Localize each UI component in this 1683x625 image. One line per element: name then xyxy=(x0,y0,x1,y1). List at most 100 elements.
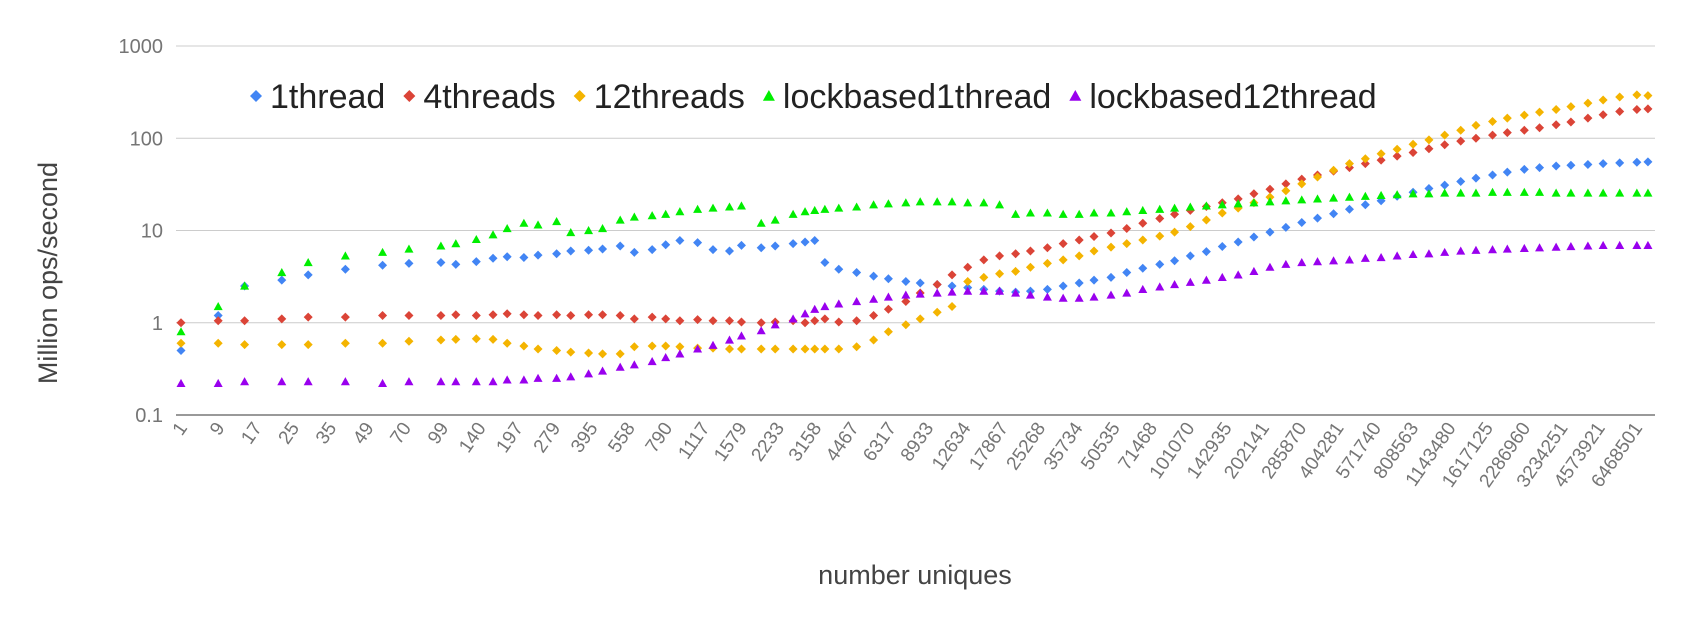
data-point xyxy=(1583,241,1593,250)
data-point xyxy=(240,377,250,386)
data-point xyxy=(176,378,186,388)
data-point xyxy=(1233,194,1243,204)
data-point xyxy=(1011,288,1021,297)
legend-marker xyxy=(1069,90,1082,101)
data-point xyxy=(724,202,734,211)
x-tick-label: 25268 xyxy=(1003,419,1051,474)
data-point xyxy=(979,272,989,282)
series-12threads xyxy=(176,90,1653,359)
data-point xyxy=(502,309,512,319)
data-point xyxy=(1201,247,1211,257)
data-point xyxy=(598,310,608,320)
x-tick-label: 1579 xyxy=(710,419,751,466)
data-point xyxy=(675,316,685,326)
data-point xyxy=(736,201,746,210)
data-point xyxy=(1122,239,1132,249)
data-point xyxy=(1344,192,1354,201)
data-point xyxy=(1598,159,1608,169)
data-point xyxy=(1598,95,1608,105)
data-point xyxy=(915,289,925,298)
data-point xyxy=(1440,188,1450,197)
data-point xyxy=(584,226,594,235)
data-point xyxy=(1360,253,1370,262)
data-point xyxy=(519,252,529,262)
data-point xyxy=(834,344,844,354)
data-point xyxy=(756,326,766,335)
data-point xyxy=(915,278,925,288)
data-point xyxy=(1408,189,1418,198)
data-point xyxy=(1089,232,1099,242)
legend-item[interactable]: lockbased12thread xyxy=(1069,78,1377,116)
data-point xyxy=(1551,242,1561,251)
legend-item[interactable]: 1thread xyxy=(250,78,385,116)
legend-item[interactable]: 12threads xyxy=(573,78,745,116)
data-point xyxy=(1456,136,1466,146)
legend-label: lockbased12thread xyxy=(1089,78,1376,116)
data-point xyxy=(502,375,512,384)
data-point xyxy=(1551,120,1561,130)
data-point xyxy=(1471,133,1481,143)
data-point xyxy=(176,327,186,336)
x-tick-label: 279 xyxy=(530,419,565,457)
legend-item[interactable]: 4threads xyxy=(403,78,556,116)
data-point xyxy=(240,316,250,326)
data-point xyxy=(869,294,879,303)
data-point xyxy=(240,281,250,290)
x-tick-label: 49 xyxy=(349,419,378,448)
data-points xyxy=(176,90,1653,388)
data-point xyxy=(404,258,414,268)
data-point xyxy=(1042,208,1052,217)
x-axis-title: number uniques xyxy=(818,560,1012,590)
data-point xyxy=(1170,203,1180,212)
data-point xyxy=(1376,155,1386,165)
x-tick-label: 25 xyxy=(275,419,304,448)
data-point xyxy=(1281,259,1291,268)
data-point xyxy=(584,369,594,378)
data-point xyxy=(1344,255,1354,264)
series-4threads xyxy=(176,104,1653,328)
legend-item[interactable]: lockbased1thread xyxy=(762,78,1051,116)
data-point xyxy=(810,205,820,215)
data-point xyxy=(1440,180,1450,190)
data-point xyxy=(1122,288,1132,297)
data-point xyxy=(820,344,830,354)
data-point xyxy=(340,377,350,386)
data-point xyxy=(1201,201,1211,210)
data-point xyxy=(213,310,223,320)
data-point xyxy=(1217,242,1227,252)
data-point xyxy=(1598,188,1608,197)
data-point xyxy=(1392,151,1402,161)
data-point xyxy=(963,286,973,295)
data-point xyxy=(584,348,594,358)
x-tick-label: 140 xyxy=(455,419,490,457)
data-point xyxy=(1329,165,1339,175)
data-point xyxy=(1408,139,1418,149)
legend-label: lockbased1thread xyxy=(783,78,1051,116)
data-point xyxy=(1281,179,1291,189)
data-point xyxy=(1535,187,1545,196)
x-tick-label: 17 xyxy=(237,419,266,448)
data-point xyxy=(708,316,718,326)
data-point xyxy=(378,338,388,348)
data-point xyxy=(1566,117,1576,127)
data-point xyxy=(675,342,685,352)
data-point xyxy=(1440,130,1450,140)
data-point xyxy=(770,344,780,354)
data-point xyxy=(932,288,942,297)
data-point xyxy=(1074,251,1084,261)
data-point xyxy=(533,220,543,229)
data-point xyxy=(1025,208,1035,217)
data-point xyxy=(756,318,766,328)
x-tick-label: 70 xyxy=(387,419,416,448)
data-point xyxy=(404,377,414,386)
data-point xyxy=(693,344,703,353)
data-point xyxy=(995,269,1005,279)
data-point xyxy=(1424,135,1434,145)
data-point xyxy=(1297,195,1307,204)
data-point xyxy=(340,264,350,274)
data-point xyxy=(1551,161,1561,171)
data-point xyxy=(675,349,685,358)
data-point xyxy=(1138,284,1148,293)
data-point xyxy=(1089,246,1099,256)
data-point xyxy=(736,344,746,354)
